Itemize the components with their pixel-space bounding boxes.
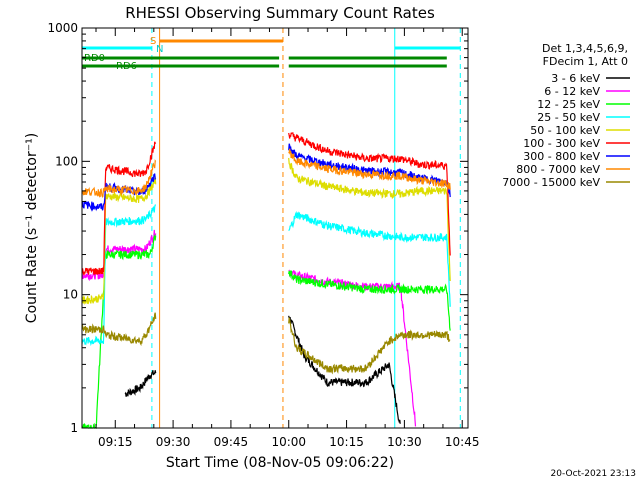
axes: 1 10 100 1000 09:15 09:30 09:45 10:00 10:15 10:30… [47,21,479,449]
plot-frame [81,27,469,429]
series-line-6-0 [81,173,157,212]
legend-header-0: Det 1,3,4,5,6,9, [542,42,628,55]
x-tick-label-0: 09:15 [98,435,133,449]
legend-header-1: FDecim 1, Att 0 [543,55,628,68]
legend-label-5: 100 - 300 keV [523,137,600,150]
series-line-3-0 [81,204,157,347]
legend-label-8: 7000 - 15000 keV [502,176,600,189]
series-line-2-1 [288,270,451,331]
series-line-4-0 [81,176,157,305]
x-tick-label-4: 10:15 [329,435,364,449]
legend-label-3: 25 - 50 keV [537,111,600,124]
annotation-n: N [156,44,163,55]
x-tick-label-1: 09:30 [156,435,191,449]
x-tick-label-6: 10:45 [445,435,480,449]
series-line-8-1 [288,317,451,375]
legend-label-2: 12 - 25 keV [537,98,600,111]
x-tick-label-3: 10:00 [271,435,306,449]
annotation-s: S [150,36,156,47]
series-line-3-1 [288,210,451,307]
series-line-5-1 [288,132,451,256]
series-line-4-1 [288,157,451,282]
legend: Det 1,3,4,5,6,9,FDecim 1, Att 0 3 - 6 keV… [502,42,630,189]
series-line-0-0 [124,370,157,397]
series-line-8-0 [81,312,157,347]
x-tick-label-2: 09:45 [214,435,249,449]
annotation-rd0: RD0 [84,53,105,64]
legend-label-0: 3 - 6 keV [551,72,600,85]
legend-label-1: 6 - 12 keV [544,85,600,98]
plot-area: RD0 RD6 SN [81,28,461,430]
series-line-7-1 [288,148,451,191]
annotation-rd6: RD6 [116,61,137,72]
series-line-7-0 [81,159,157,198]
x-tick-label-5: 10:30 [387,435,422,449]
x-axis-label: Start Time (08-Nov-05 09:06:22) [166,455,394,471]
legend-label-6: 300 - 800 keV [523,150,600,163]
y-tick-label-3: 1000 [47,21,78,35]
series-line-2-0 [81,233,157,430]
y-tick-label-0: 1 [70,421,78,435]
y-tick-label-2: 100 [55,154,78,168]
series-line-5-0 [81,141,157,276]
series-line-6-1 [288,143,451,198]
y-axis-label: Count Rate (s⁻¹ detector⁻¹) [24,133,40,323]
legend-label-4: 50 - 100 keV [530,124,600,137]
chart-title: RHESSI Observing Summary Count Rates [125,4,435,22]
legend-label-7: 800 - 7000 keV [516,163,600,176]
footer-timestamp: 20-Oct-2021 23:13 [551,469,636,479]
y-tick-label-1: 10 [63,288,78,302]
